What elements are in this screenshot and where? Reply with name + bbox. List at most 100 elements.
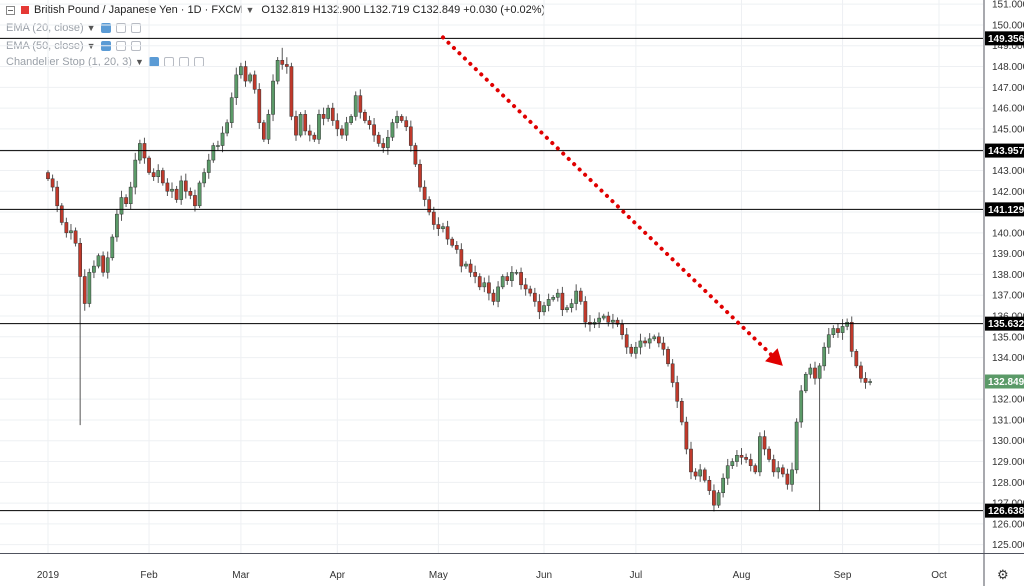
chevron-down-icon[interactable]: ▼ — [134, 57, 144, 67]
candle-body — [574, 290, 579, 304]
candle-body — [266, 114, 271, 140]
candle-body — [606, 315, 611, 323]
candle-body — [817, 365, 822, 379]
candle-body — [491, 292, 496, 302]
y-tick-label: 132.000 — [992, 395, 1024, 406]
candle-body — [496, 286, 500, 302]
candle-body — [284, 64, 289, 67]
candle-body — [445, 226, 450, 240]
candle-body — [555, 292, 560, 298]
symbol-legend[interactable]: British Pound / Japanese Yen · 1D · FXCM… — [6, 4, 545, 16]
candle-body — [151, 172, 156, 177]
chevron-down-icon[interactable]: ▼ — [245, 5, 255, 15]
candle-body — [785, 473, 790, 485]
candle-body — [716, 492, 721, 506]
y-tick-label: 145.000 — [992, 124, 1024, 135]
candle-body — [206, 159, 211, 173]
close-icon[interactable] — [130, 23, 141, 33]
candle-body — [689, 448, 693, 473]
candle-body — [128, 186, 133, 204]
trend-arrow-shaft — [440, 35, 775, 359]
y-tick-label: 142.000 — [992, 187, 1024, 198]
candle-body — [179, 180, 184, 200]
candle-body — [748, 459, 753, 466]
candle-body — [473, 272, 477, 277]
candle-body — [519, 272, 523, 286]
candle-body — [92, 265, 96, 273]
x-tick-label: Oct — [931, 570, 947, 581]
candle-body — [340, 128, 344, 136]
candle-body — [197, 182, 202, 207]
candle-body — [289, 66, 294, 117]
candle-body — [275, 60, 280, 82]
candle-body — [317, 114, 321, 140]
level-price-label: 143.957 — [988, 146, 1024, 157]
candle-body — [730, 461, 735, 466]
candle-body — [422, 186, 427, 200]
candle-body — [532, 292, 537, 302]
level-price-label-bg — [985, 143, 1024, 158]
candle-body — [358, 95, 363, 113]
candle-body — [634, 346, 638, 354]
level-price-label-bg — [985, 316, 1024, 331]
candle-body — [643, 340, 647, 344]
y-tick-label: 149.000 — [992, 41, 1024, 52]
candle-body — [611, 319, 615, 323]
candle-body — [450, 238, 455, 246]
candle-body — [464, 263, 468, 267]
candle-body — [725, 465, 730, 479]
candle-body — [404, 120, 409, 128]
candle-body — [652, 336, 657, 340]
candle-body — [413, 145, 418, 165]
candle-body — [790, 469, 794, 485]
candle-body — [794, 421, 799, 471]
collapse-icon[interactable] — [6, 5, 15, 15]
candle-body — [863, 378, 868, 383]
candle-body — [376, 134, 381, 144]
level-price-label-bg — [985, 202, 1024, 217]
candle-body — [656, 336, 661, 344]
candle-body — [803, 373, 808, 392]
candle-body — [647, 338, 652, 344]
candle-body — [59, 205, 64, 223]
candle-body — [353, 95, 358, 117]
candle-body — [96, 255, 101, 267]
candle-body — [441, 226, 445, 229]
candle-body — [859, 365, 863, 379]
candle-body — [321, 114, 326, 119]
chart-settings-gear-icon[interactable]: ⚙ — [997, 567, 1009, 582]
candle-body — [64, 222, 69, 234]
candle-body — [87, 272, 92, 304]
y-tick-label: 128.000 — [992, 478, 1024, 489]
x-tick-label: Apr — [330, 570, 346, 581]
gear-icon[interactable] — [115, 23, 126, 33]
candle-body — [840, 326, 845, 333]
trend-arrow-head — [765, 348, 783, 366]
candle-body — [670, 363, 675, 383]
y-tick-label: 125.000 — [992, 540, 1024, 551]
chevron-down-icon[interactable]: ▼ — [86, 23, 96, 33]
candle-body — [693, 471, 698, 477]
candle-body — [624, 334, 629, 348]
candle-body — [390, 122, 395, 138]
candle-body — [482, 282, 487, 288]
candle-body — [326, 107, 331, 119]
red-square-icon — [21, 6, 29, 14]
candle-body — [454, 245, 459, 250]
candle-body — [826, 334, 831, 348]
candle-body — [156, 170, 161, 177]
candle-body — [248, 74, 252, 82]
x-tick-label: May — [429, 570, 448, 581]
candle-body — [808, 367, 813, 375]
candle-body — [780, 467, 785, 475]
candle-body — [174, 188, 179, 200]
candle-body — [822, 346, 827, 367]
eye-icon[interactable] — [100, 23, 111, 33]
candle-body — [110, 236, 115, 259]
level-price-label: 126.638 — [988, 506, 1024, 517]
x-tick-label: Feb — [140, 570, 158, 581]
y-tick-label: 140.000 — [992, 228, 1024, 239]
candle-body — [620, 324, 624, 335]
candle-body — [115, 213, 119, 238]
